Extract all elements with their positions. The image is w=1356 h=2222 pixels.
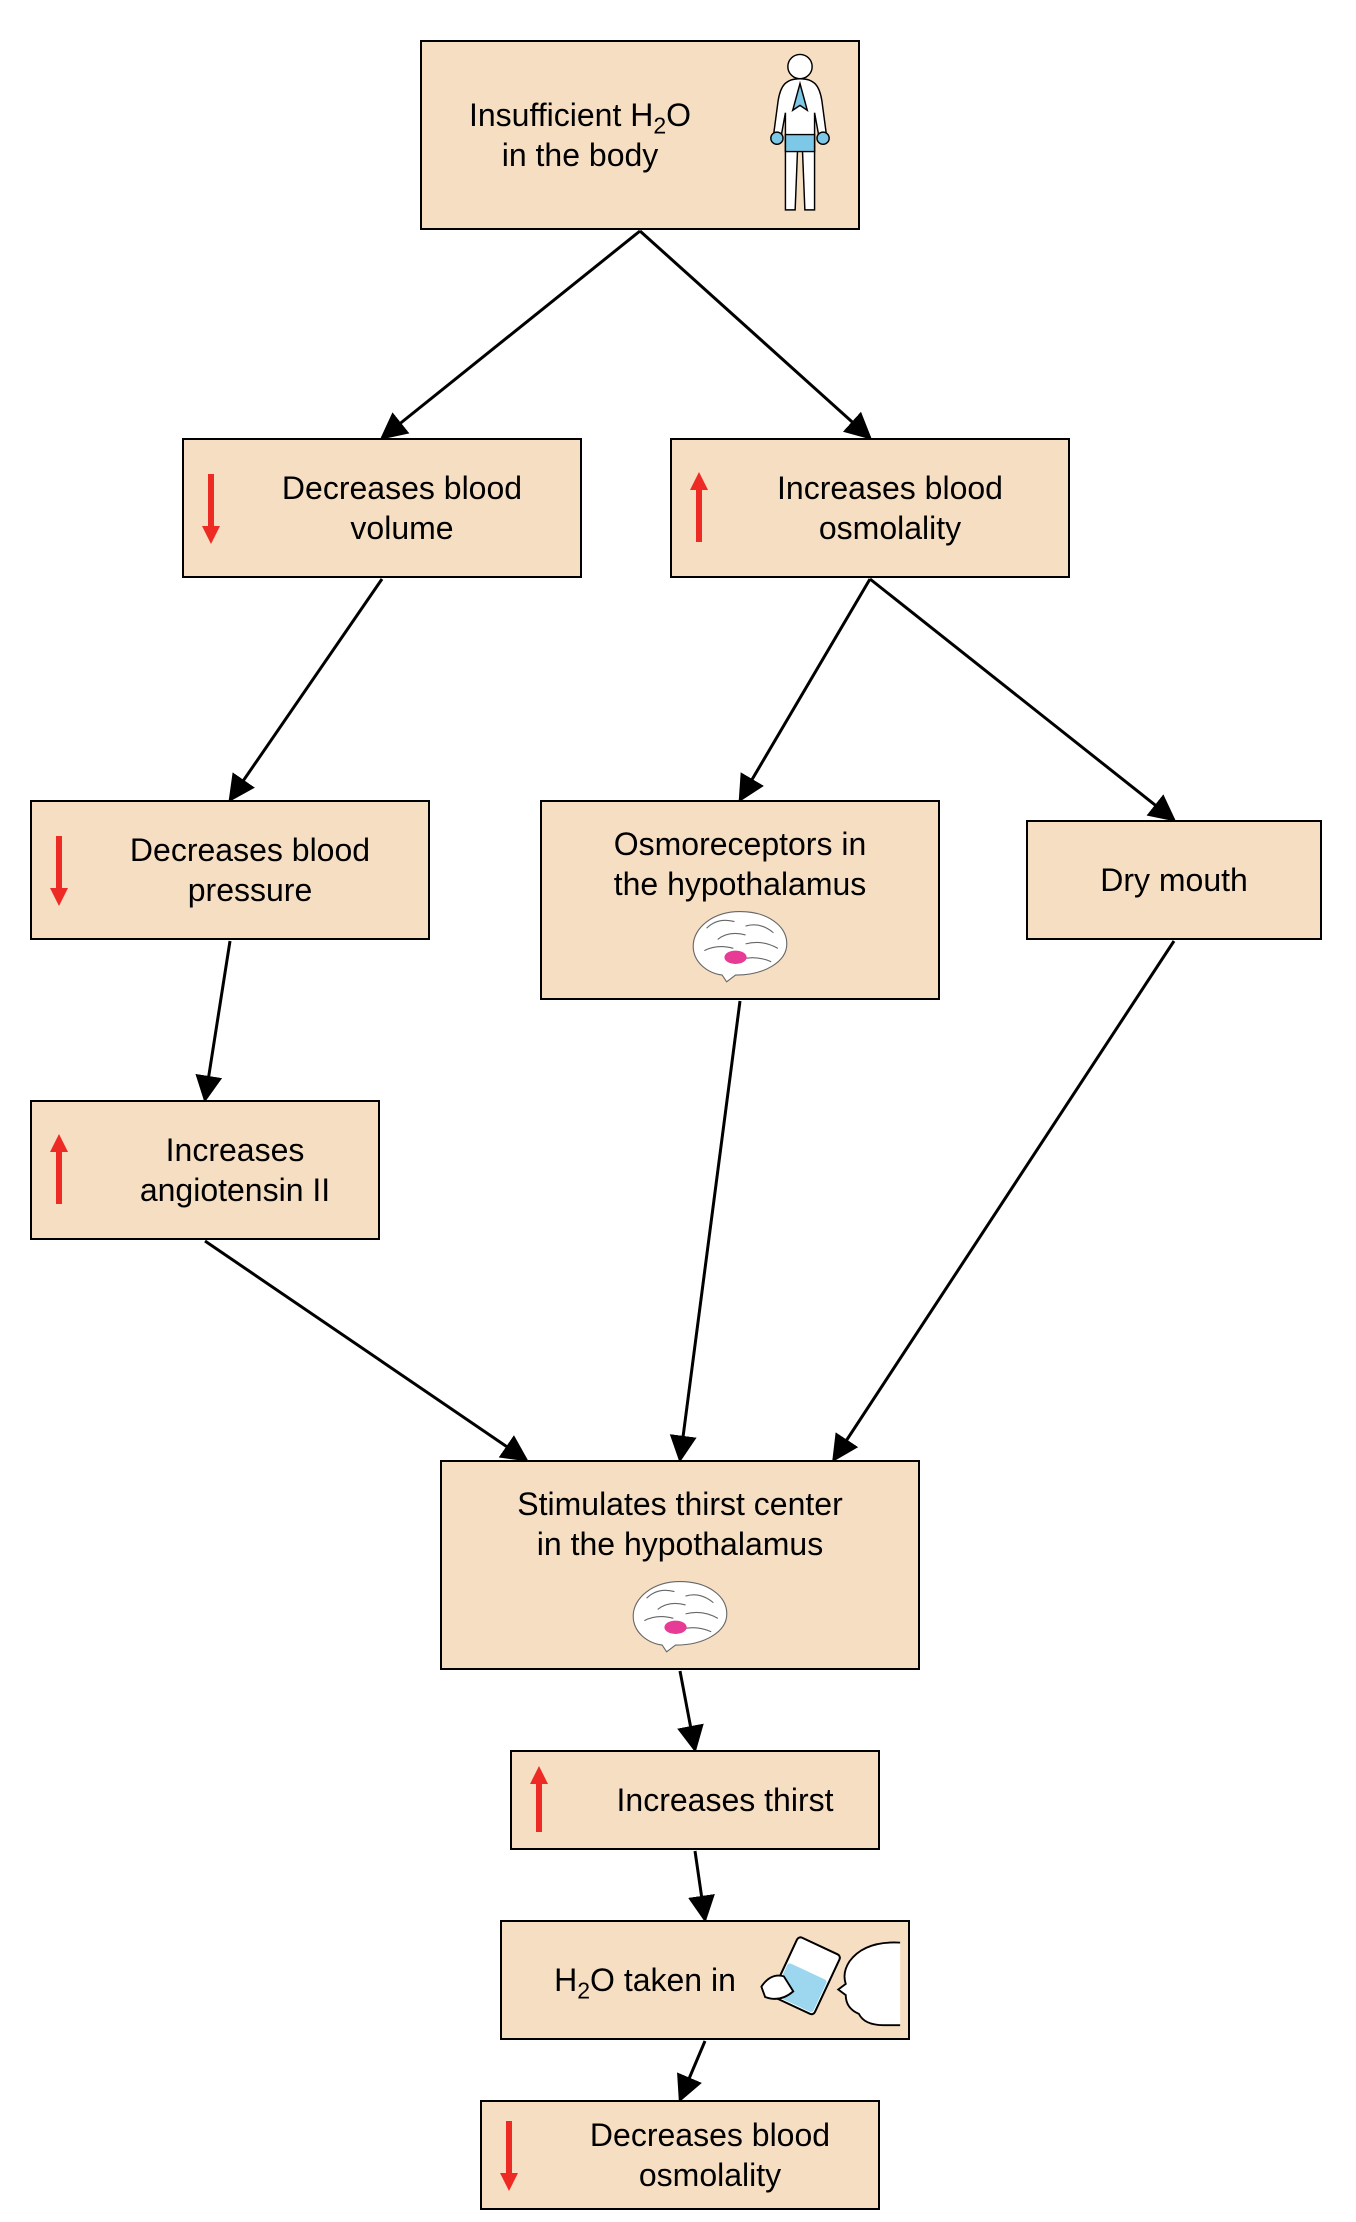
node-label: Stimulates thirst centerin the hypothala… [517, 1484, 842, 1564]
down-arrow-icon [198, 468, 224, 548]
node-label: Osmoreceptors inthe hypothalamus [614, 824, 867, 904]
edge-dry-mouth-to-stimulates-thirst-center [834, 941, 1174, 1460]
node-label: Decreases bloodosmolality [590, 2115, 830, 2195]
node-dec-blood-osmolality: Decreases bloodosmolality [480, 2100, 880, 2210]
node-increases-thirst: Increases thirst [510, 1750, 880, 1850]
edge-inc-blood-osmolality-to-osmoreceptors [740, 579, 870, 800]
body-icon [760, 52, 840, 228]
brain-icon [675, 906, 805, 990]
node-label: Insufficient H2Oin the body [469, 95, 691, 175]
brain-icon [615, 1576, 745, 1660]
edge-insufficient-water-to-inc-blood-osmolality [640, 231, 870, 438]
node-label: Increases bloodosmolality [777, 468, 1003, 548]
down-arrow-icon [496, 2115, 522, 2195]
edge-inc-blood-osmolality-to-dry-mouth [870, 579, 1174, 820]
edge-water-taken-in-to-dec-blood-osmolality [680, 2041, 705, 2100]
node-insufficient-water: Insufficient H2Oin the body [420, 40, 860, 230]
down-arrow-icon [46, 830, 72, 910]
edge-insufficient-water-to-dec-blood-volume [382, 231, 640, 438]
drink-icon [752, 1928, 902, 2042]
edge-dec-blood-pressure-to-inc-angiotensin [205, 941, 230, 1100]
edge-osmoreceptors-to-stimulates-thirst-center [680, 1001, 740, 1460]
node-stimulates-thirst-center: Stimulates thirst centerin the hypothala… [440, 1460, 920, 1670]
node-inc-blood-osmolality: Increases bloodosmolality [670, 438, 1070, 578]
edge-dec-blood-volume-to-dec-blood-pressure [230, 579, 382, 800]
up-arrow-icon [526, 1762, 552, 1838]
edge-stimulates-thirst-center-to-increases-thirst [680, 1671, 695, 1750]
node-label: Decreases bloodvolume [282, 468, 522, 548]
up-arrow-icon [46, 1130, 72, 1210]
flowchart-canvas: Insufficient H2Oin the body Decreases bl… [0, 0, 1356, 2222]
node-dec-blood-pressure: Decreases bloodpressure [30, 800, 430, 940]
node-label: H2O taken in [554, 1960, 736, 2000]
node-inc-angiotensin: Increasesangiotensin II [30, 1100, 380, 1240]
node-osmoreceptors: Osmoreceptors inthe hypothalamus [540, 800, 940, 1000]
node-label: Decreases bloodpressure [130, 830, 370, 910]
node-water-taken-in: H2O taken in [500, 1920, 910, 2040]
node-label: Increases thirst [617, 1780, 834, 1820]
edge-inc-angiotensin-to-stimulates-thirst-center [205, 1241, 526, 1460]
edge-increases-thirst-to-water-taken-in [695, 1851, 705, 1920]
node-dry-mouth: Dry mouth [1026, 820, 1322, 940]
node-label: Increasesangiotensin II [140, 1130, 330, 1210]
node-dec-blood-volume: Decreases bloodvolume [182, 438, 582, 578]
up-arrow-icon [686, 468, 712, 548]
node-label: Dry mouth [1100, 860, 1248, 900]
